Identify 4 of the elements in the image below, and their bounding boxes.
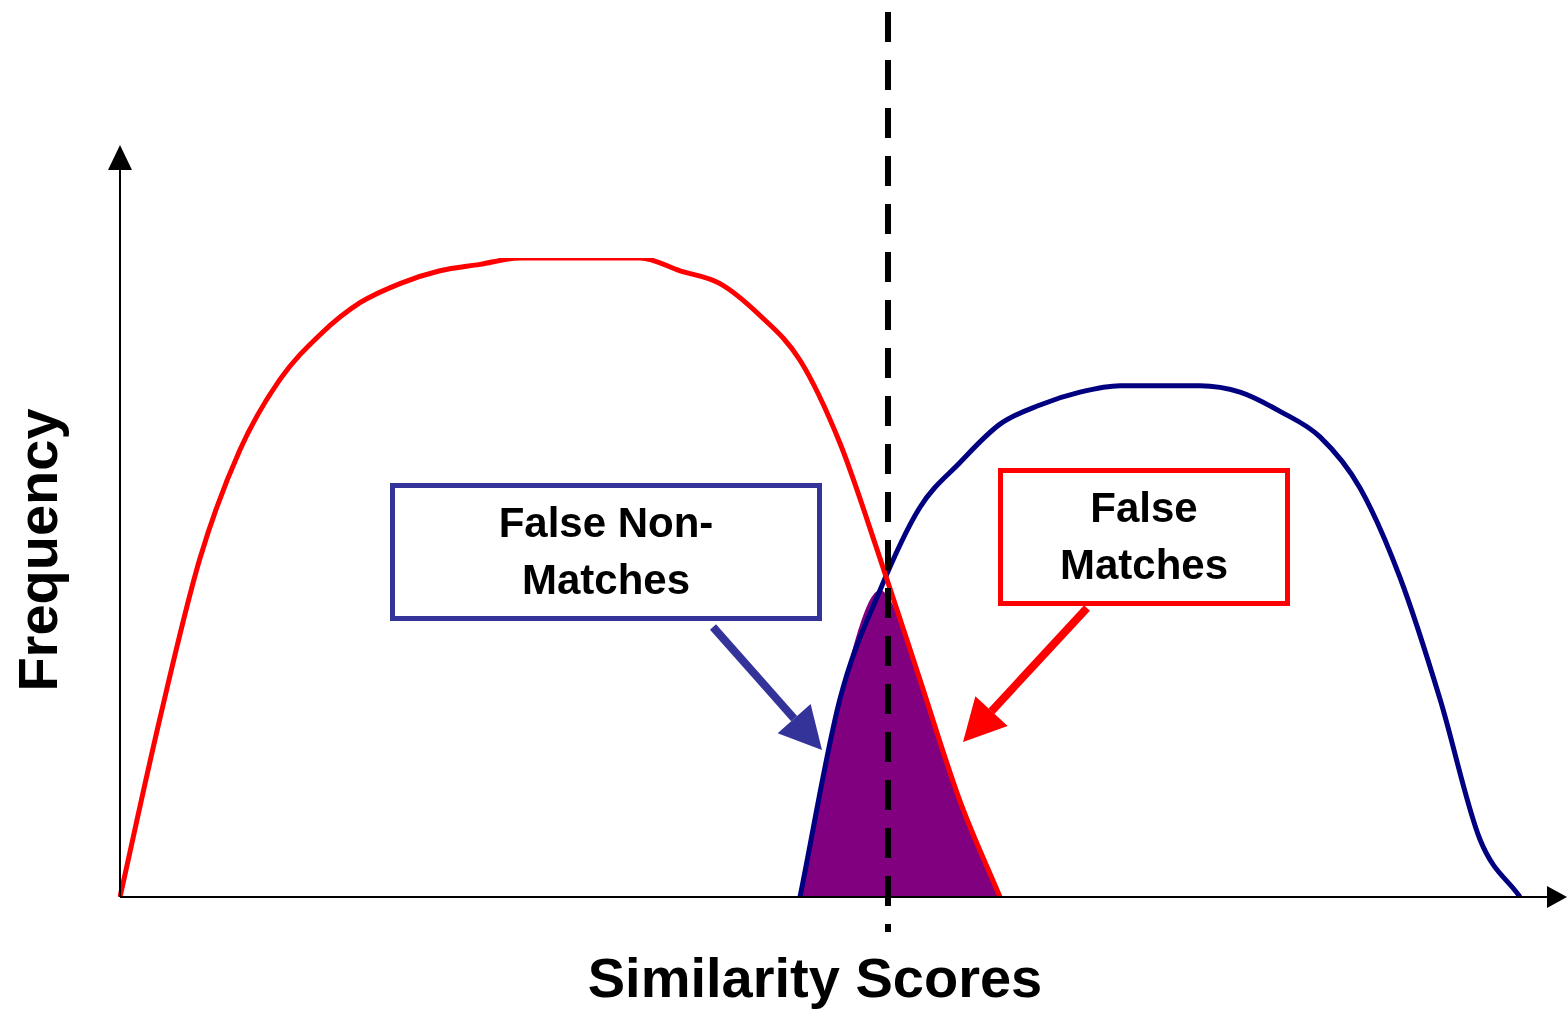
x-axis-title: Similarity Scores	[586, 945, 1044, 1010]
callout-box: False Matches	[998, 468, 1290, 606]
y-axis-title: Frequency	[4, 408, 70, 692]
callout-box: False Non-Matches	[390, 483, 822, 621]
